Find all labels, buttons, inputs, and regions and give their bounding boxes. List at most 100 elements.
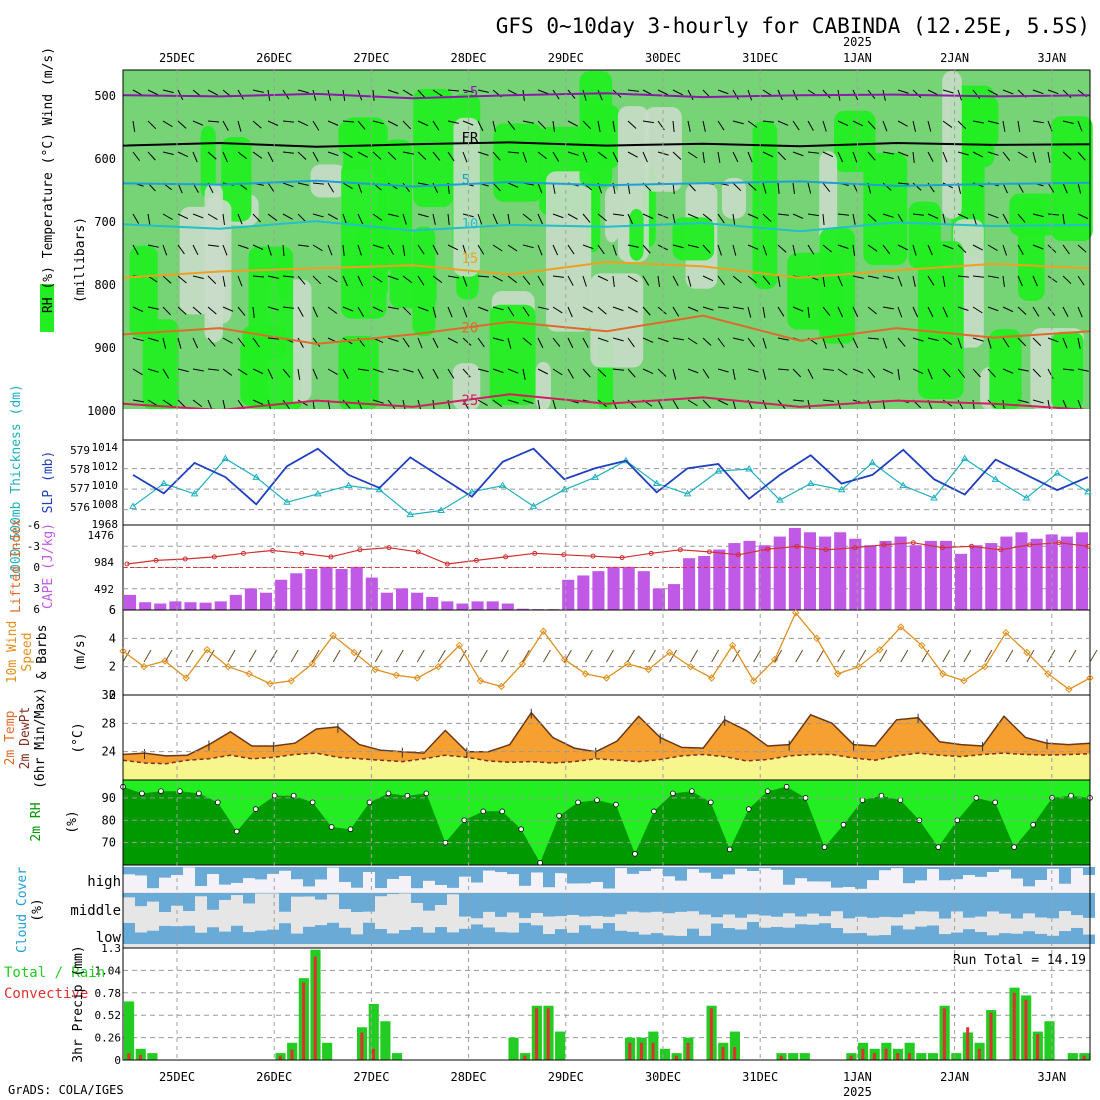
cloud-high-bar [351,867,363,888]
wind-barb [882,337,888,349]
wind-barb [492,306,504,311]
wind-barb [522,244,534,249]
cloud-low-bar [519,922,531,944]
y-tick-label: 579 [70,444,90,457]
cape-bar [259,592,273,610]
temp-yunit: (°C) [71,722,86,753]
precip-total-bar [1067,1053,1078,1060]
cape-bar [955,553,968,610]
y-tick-label: 800 [94,278,116,292]
wind-barb [822,120,827,132]
wind-barb [1032,151,1037,163]
contour-label: FR [461,130,478,146]
wind-barb [432,244,439,256]
wind-barb [882,306,894,310]
wind-barb [177,244,185,255]
cloud-high-bar [987,867,999,872]
wind-barb [402,368,414,373]
cloud-low-bar [279,923,291,944]
precip-total-bar [927,1053,939,1060]
cape-bar [562,579,575,610]
cloud-high-bar [831,867,843,888]
cape-bar [1060,536,1073,610]
precip-convective-bar [628,1042,632,1060]
wind-barb [1062,182,1068,194]
wind-barb [672,244,684,249]
rh-moist-patch [579,71,613,188]
wind-barb [521,649,530,663]
cloud-low-bar [735,929,747,944]
cloud-high-bar [759,867,771,869]
wind-barb [897,306,903,318]
wind-barb [1002,275,1005,287]
wind-barb [702,151,705,163]
wind-marker [665,648,674,657]
cloud-low-bar [759,927,771,944]
year-label: 2025 [843,35,872,49]
wind-barb [312,182,324,185]
cloud-high-bar [639,867,651,872]
cloud-high-bar [963,867,975,875]
cloud-low-bar [483,927,495,944]
wind-barb [282,182,294,188]
cloud-mid-bar [147,893,159,902]
wind-barb [147,151,156,161]
cloud-high-bar [207,867,219,875]
cloud-low-bar [843,933,855,944]
cloud-high-bar [843,867,855,888]
precip-ylabel: 3hr Precip (mm) [71,945,86,1062]
wind-barb [942,89,954,94]
wind-barb [672,89,684,96]
wind-barb [507,182,519,188]
wind-barb [552,213,564,219]
top-date-axis: 25DEC 26DEC 27DEC 28DEC 29DEC 30DEC 31DEC 1JAN 2… [159,35,1066,65]
precip-convective-bar [977,1048,981,1060]
wind-barb [522,368,526,380]
wind-barb [612,244,617,256]
wind-barb [543,649,551,663]
wind-barb [552,182,556,194]
wind-barb [522,337,532,346]
wind-ylabel-line: 10m Wind [5,621,20,684]
cloud-low-bar [219,931,231,944]
cloud-high-bar [159,867,171,878]
wind-barb [342,182,353,189]
wind-barb [612,151,619,163]
cape-ylabel-line: CAPE (J/kg) [41,523,56,609]
wind-marker [813,634,821,643]
rh-moist-patch [129,245,158,338]
wind-barb [732,151,739,163]
contour-line [122,220,1091,233]
wind-barb [690,649,699,663]
wind-barb [132,151,141,162]
wind-barb [927,213,939,219]
wind-barb [252,213,261,223]
cloud-mid-bar [843,893,855,919]
temp-ylabel: 2m Temp 2m DewPt (6hr Min/Max) [3,687,48,789]
wind-barb [162,213,173,220]
wind-barb [1017,306,1027,315]
wind-barb [858,649,867,663]
wind-barb [1032,89,1044,95]
wind-barb [669,649,677,663]
rh-marker [745,806,752,812]
wind-barb [582,306,593,313]
chart-title: GFS 0~10day 3-hourly for CABINDA (12.25E… [496,14,1090,38]
wind-barb [597,213,607,222]
wind-barb [657,275,661,287]
wind-marker [539,627,548,635]
wind-barb [822,182,831,193]
date-tick-label: 26DEC [256,1070,292,1084]
wind-barb [357,182,363,194]
wind-barb [972,244,984,251]
wind-barb [432,213,436,225]
precip-convective-bar [546,1008,550,1060]
precip-total-bar [1044,1021,1055,1060]
wind-barb [732,368,736,380]
y-tick-label: 492 [94,583,114,596]
wind-barb [822,306,831,316]
rh-moist-patch [863,152,908,265]
wind-barb [567,151,579,156]
cloud-high-bar [387,867,399,879]
date-tick-label: 3JAN [1037,51,1066,65]
